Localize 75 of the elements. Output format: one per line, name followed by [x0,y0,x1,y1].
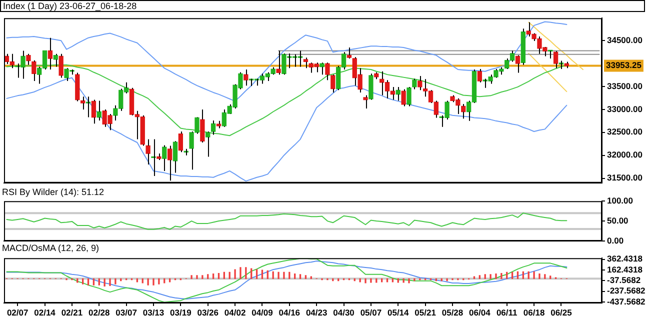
candlestick [162,144,167,172]
x-tick-label: 06/25 [550,307,572,318]
candlestick [477,68,482,83]
x-tick-label: 06/18 [523,307,545,318]
x-tick-label: 04/30 [333,307,355,318]
chart-title: Index (1 Day) 23-06-27_06-18-28 [0,0,645,12]
candlestick [75,72,80,102]
candlestick [48,37,53,70]
candlestick [320,62,324,76]
x-tick-label: 04/09 [252,307,274,318]
x-tick-label: 03/07 [116,307,138,318]
y-tick-label: 33000.00 [607,104,643,114]
x-tick-label: 04/16 [278,307,300,318]
x-tick-label: 02/07 [6,307,28,318]
candlestick [178,130,184,153]
candlestick [520,28,526,66]
candlestick [80,96,86,110]
candlestick [210,120,216,136]
chart-title: RSI By Wilder (14): 51.12 [1,187,104,197]
y-tick-label: 32000.00 [607,150,643,160]
x-tick-label: 03/13 [142,307,164,318]
ref-line-label: 33953.25 [606,60,642,70]
candlestick [406,86,412,107]
x-tick-label: 06/04 [469,307,491,318]
x-tick-label: 05/14 [387,307,410,318]
x-tick-label: 06/11 [496,307,518,318]
candlestick [418,75,422,91]
candlestick [461,103,466,120]
y-tick-label: 0.00 [607,235,624,246]
candlestick [515,54,520,74]
candlestick [276,50,281,76]
y-tick-label: 31500.00 [607,172,643,183]
candlestick [564,61,569,69]
y-tick-label: 34500.00 [607,34,643,45]
x-tick-label: 05/21 [414,307,436,318]
candlestick [32,60,36,82]
y-tick-label: -37.5682 [607,275,641,286]
candlestick [553,50,558,69]
candlestick [244,69,248,86]
x-tick-label: 04/23 [306,307,328,318]
candlestick [146,138,150,166]
y-tick-label: 100.00 [607,195,634,206]
x-tick-label: 03/26 [197,307,219,318]
y-tick-label: 32500.00 [607,126,643,137]
x-tick-label: 02/28 [88,307,110,318]
candlestick [303,57,308,69]
x-tick-label: 04/02 [224,307,246,318]
candlestick [206,130,210,158]
candlestick [558,60,564,70]
candlestick [325,62,330,81]
candlestick [330,74,336,93]
candlestick [86,96,91,118]
candlestick [346,46,352,59]
candlestick [58,53,64,78]
candlestick [363,94,368,110]
candlestick [96,100,102,121]
y-tick-label: 162.4318 [607,264,643,274]
x-tick-label: 02/14 [34,307,56,318]
candlestick [172,140,178,174]
y-tick-label: 50.00 [607,215,629,226]
x-tick-label: 05/07 [360,307,382,318]
y-tick-label: -237.5682 [607,286,646,296]
candlestick [216,120,222,129]
x-tick-label: 02/21 [61,307,83,318]
candlestick [91,99,96,124]
candlestick [26,53,31,66]
x-tick-label: 05/28 [442,307,464,318]
y-tick-label: -437.5682 [607,296,646,306]
y-tick-label: 33500.00 [607,80,643,91]
chart-title: MACD/OsMA (12, 26, 9) [1,243,100,253]
candlestick [412,78,417,90]
candlestick [200,108,205,144]
y-tick-label: 362.4318 [607,254,643,264]
candlestick [396,86,400,102]
x-tick-label: 03/19 [170,307,192,318]
